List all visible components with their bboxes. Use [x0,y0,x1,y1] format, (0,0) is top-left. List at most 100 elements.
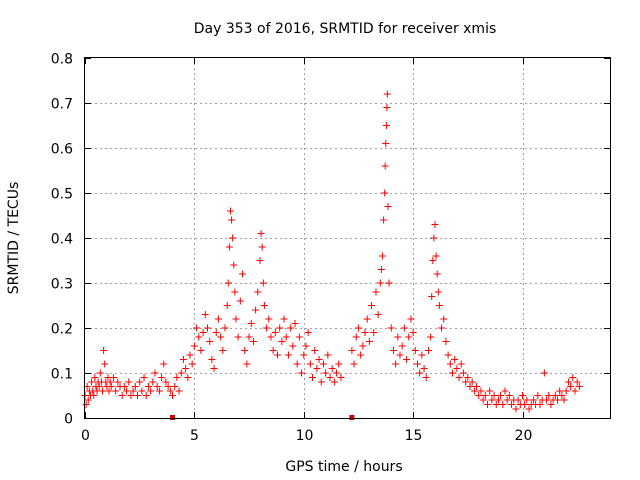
data-point [241,347,249,354]
data-point [368,302,376,309]
data-point [554,396,561,404]
data-point [470,387,478,395]
x-tick-label: 20 [515,428,533,444]
data-point [473,383,481,390]
data-point [298,369,306,377]
data-point [558,392,566,399]
x-tick-label: 0 [81,428,90,444]
data-point [226,207,234,215]
data-point [328,365,336,372]
data-point [95,383,103,390]
data-point [414,360,421,368]
data-point [197,347,205,354]
data-point [434,288,442,296]
data-point [147,387,155,395]
data-point [287,324,295,332]
y-tick-label: 0.7 [51,97,73,113]
data-point [217,333,225,341]
data-point [239,270,246,278]
data-point [363,315,371,323]
data-point [179,356,187,363]
data-point [384,203,392,210]
data-point [123,387,131,395]
data-point [337,374,345,381]
data-point [407,315,415,323]
data-point [569,374,577,381]
data-point [236,297,244,305]
data-point [457,360,465,368]
data-point [455,374,463,381]
data-point [350,360,358,368]
data-point [278,338,286,345]
data-point [348,347,356,354]
data-point [376,279,384,287]
data-point [234,333,242,341]
data-point [562,387,570,395]
data-point [151,369,159,377]
data-point [512,405,520,413]
data-point [464,374,472,381]
data-point [361,329,369,336]
data-point [381,162,389,170]
data-point [230,261,238,269]
data-point [494,396,502,404]
data-point [505,392,513,399]
data-point [184,374,192,381]
y-tick-label: 0.6 [51,142,73,158]
data-point [188,360,196,368]
data-point [229,234,237,242]
data-point [112,387,120,395]
data-point [536,401,544,408]
data-point [534,392,542,399]
y-axis-label: SRMTID / TECUs [6,182,22,295]
data-point [182,365,190,372]
data-point [484,401,491,408]
data-point [90,392,98,399]
data-point [84,396,92,404]
data-point [540,369,548,377]
data-point [322,369,330,377]
data-point [127,392,135,399]
data-point [315,356,323,363]
data-point [392,360,400,368]
data-point [466,383,474,390]
grid [85,58,610,418]
data-point [311,347,319,354]
data-point [175,387,183,395]
data-point [109,374,117,381]
data-point [231,288,239,296]
data-point [503,396,511,404]
data-point [523,396,531,404]
data-point [418,351,426,359]
data-point [497,392,505,399]
data-point [514,396,522,404]
data-point [228,216,236,224]
data-point [259,279,267,287]
data-point [547,401,555,408]
data-point [431,221,439,228]
data-point [88,378,96,386]
data-point [245,333,253,341]
x-axis-label: GPS time / hours [285,459,402,475]
data-point [214,315,222,323]
data-point [306,360,314,368]
data-point [333,369,341,377]
data-point [429,257,437,264]
data-point [420,365,428,372]
y-tick-label: 0.8 [51,52,73,68]
data-point [105,387,113,395]
data-point [153,383,161,390]
data-point [257,230,265,237]
data-point [204,324,211,332]
data-point [575,383,583,390]
data-point [232,315,240,323]
y-tick-label: 0 [64,412,73,428]
data-points [81,90,583,420]
data-point [199,329,207,336]
data-point [252,306,260,314]
data-point [357,351,365,359]
data-point [416,369,424,377]
data-point [91,374,99,381]
data-point [249,338,257,345]
data-point [219,347,227,354]
